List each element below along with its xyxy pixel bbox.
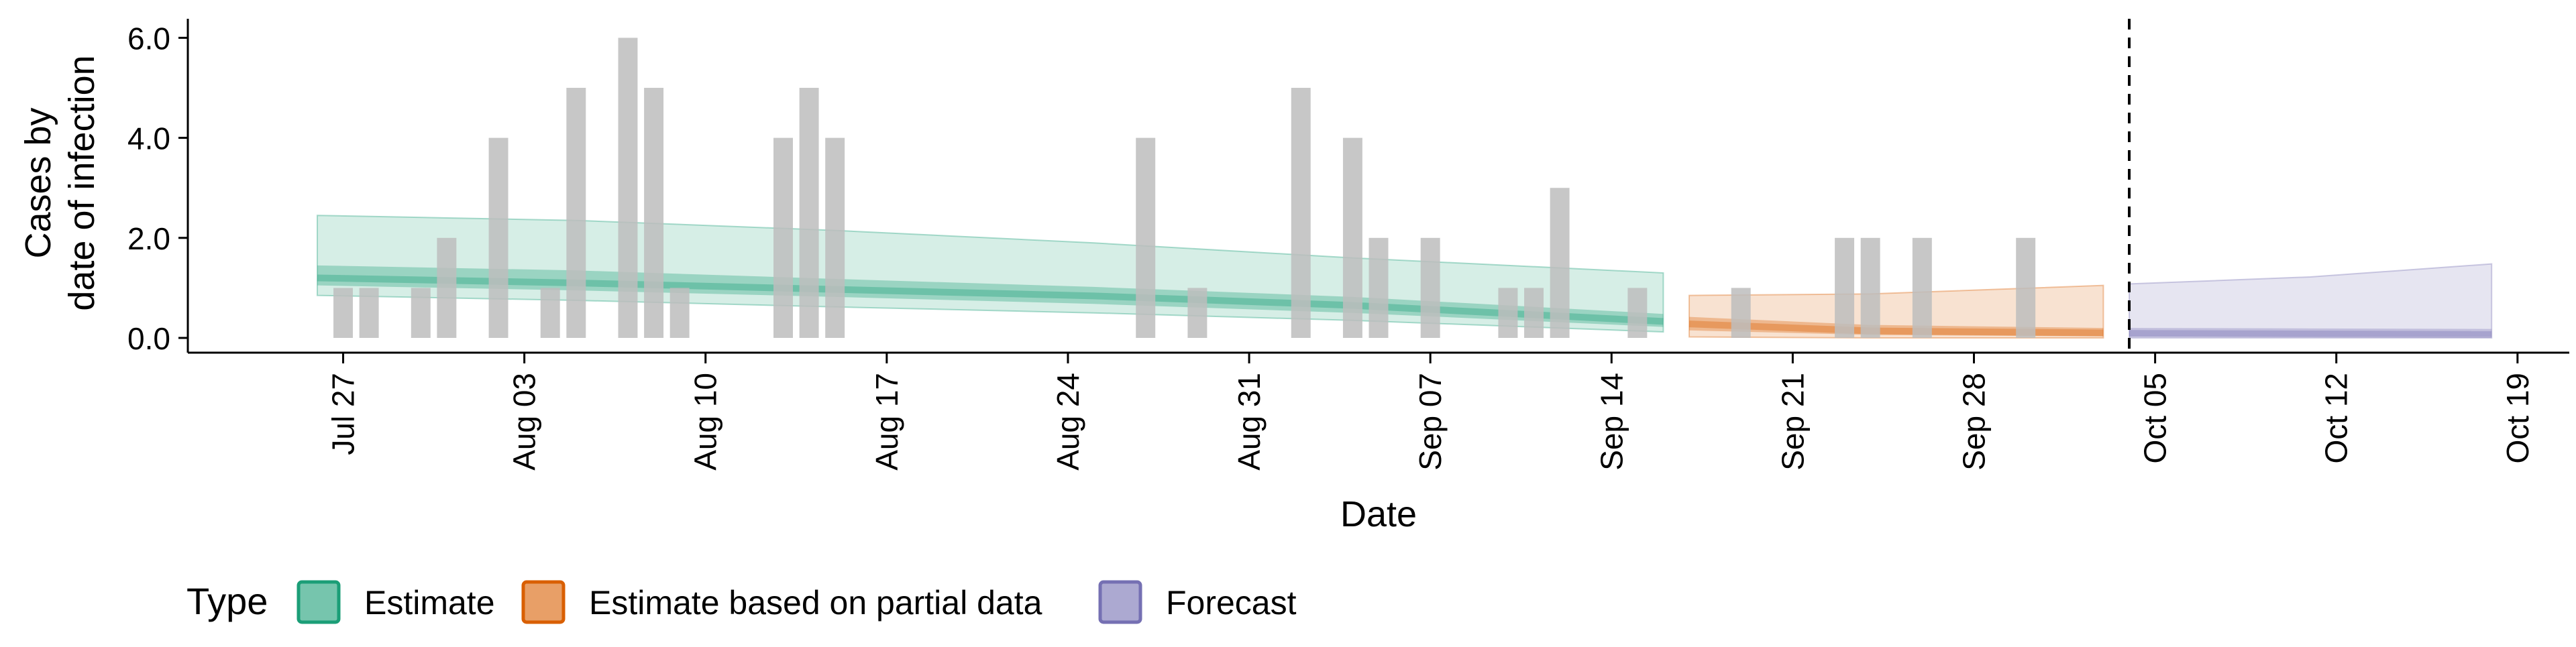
x-tick-label: Sep 07 (1413, 373, 1448, 471)
case-bar (1136, 137, 1156, 338)
case-bar (2016, 237, 2036, 338)
y-axis-label-line2: date of infection (62, 55, 102, 310)
y-axis-label-line1: Cases by (18, 107, 58, 258)
x-tick-label: Sep 14 (1594, 373, 1629, 471)
case-bar (799, 88, 819, 338)
forecast-median-line (2129, 330, 2492, 338)
x-tick-label: Oct 12 (2319, 373, 2354, 464)
x-tick-label: Aug 17 (869, 373, 904, 471)
x-ticks: Jul 27 Aug 03 Aug 10 Aug 17 Aug 24 Aug 31 Sep … (326, 353, 2535, 471)
case-bar (1550, 188, 1570, 338)
forecast-band-90 (2129, 263, 2493, 339)
case-bar (618, 38, 638, 339)
case-bar (669, 288, 690, 338)
case-bar (1860, 237, 1880, 338)
estimate-based-on-partial-data-band-50 (1689, 316, 2104, 337)
case-bars (333, 38, 2036, 339)
case-bar (644, 88, 664, 338)
y-tick-label: 4.0 (127, 121, 170, 156)
case-bar (1912, 237, 1932, 338)
x-tick-label: Sep 28 (1957, 373, 1992, 471)
case-bar (1187, 288, 1208, 338)
y-tick-label: 2.0 (127, 221, 170, 256)
legend-key-forecast (1098, 580, 1142, 624)
case-bar (1731, 288, 1751, 338)
x-tick-label: Aug 03 (507, 373, 542, 471)
case-bar (1498, 288, 1518, 338)
legend-key-estimate (297, 580, 341, 624)
case-bar (566, 88, 586, 338)
case-bar (411, 288, 431, 338)
case-bar (359, 288, 379, 338)
legend-label-estimate-based-on-partial-data: Estimate based on partial data (589, 584, 1042, 622)
axes (186, 19, 2569, 354)
x-axis-label: Date (1340, 494, 1417, 534)
case-bar (1524, 288, 1544, 338)
case-bar (1291, 88, 1311, 338)
case-bar (1420, 237, 1440, 338)
legend: Type Estimate Estimate based on partial d… (186, 580, 1297, 624)
legend-label-forecast: Forecast (1166, 584, 1297, 622)
case-bar (437, 237, 457, 338)
x-tick-label: Oct 05 (2138, 373, 2173, 464)
case-bar (1368, 237, 1389, 338)
case-bar (333, 288, 353, 338)
case-bar (1342, 137, 1362, 338)
legend-key-estimate-based-on-partial-data (521, 580, 566, 624)
y-ticks: 0.0 2.0 4.0 6.0 (127, 21, 188, 356)
x-tick-label: Aug 10 (688, 373, 723, 471)
case-bar (1835, 237, 1855, 338)
x-tick-label: Jul 27 (326, 373, 361, 455)
case-bar (540, 288, 560, 338)
case-bar (1627, 288, 1648, 338)
legend-title: Type (186, 580, 268, 622)
case-bar (825, 137, 845, 338)
uncertainty-bands (316, 215, 2493, 339)
legend-label-estimate: Estimate (364, 584, 495, 622)
y-tick-label: 6.0 (127, 21, 170, 56)
estimate-median-line (317, 274, 1664, 325)
x-tick-label: Aug 24 (1051, 373, 1085, 471)
case-bar (488, 137, 508, 338)
x-tick-label: Oct 19 (2500, 373, 2535, 464)
x-tick-label: Sep 21 (1775, 373, 1810, 471)
y-tick-label: 0.0 (127, 321, 170, 356)
forecast-band-50 (2129, 328, 2492, 337)
x-tick-label: Aug 31 (1232, 373, 1267, 471)
case-bar (773, 137, 793, 338)
